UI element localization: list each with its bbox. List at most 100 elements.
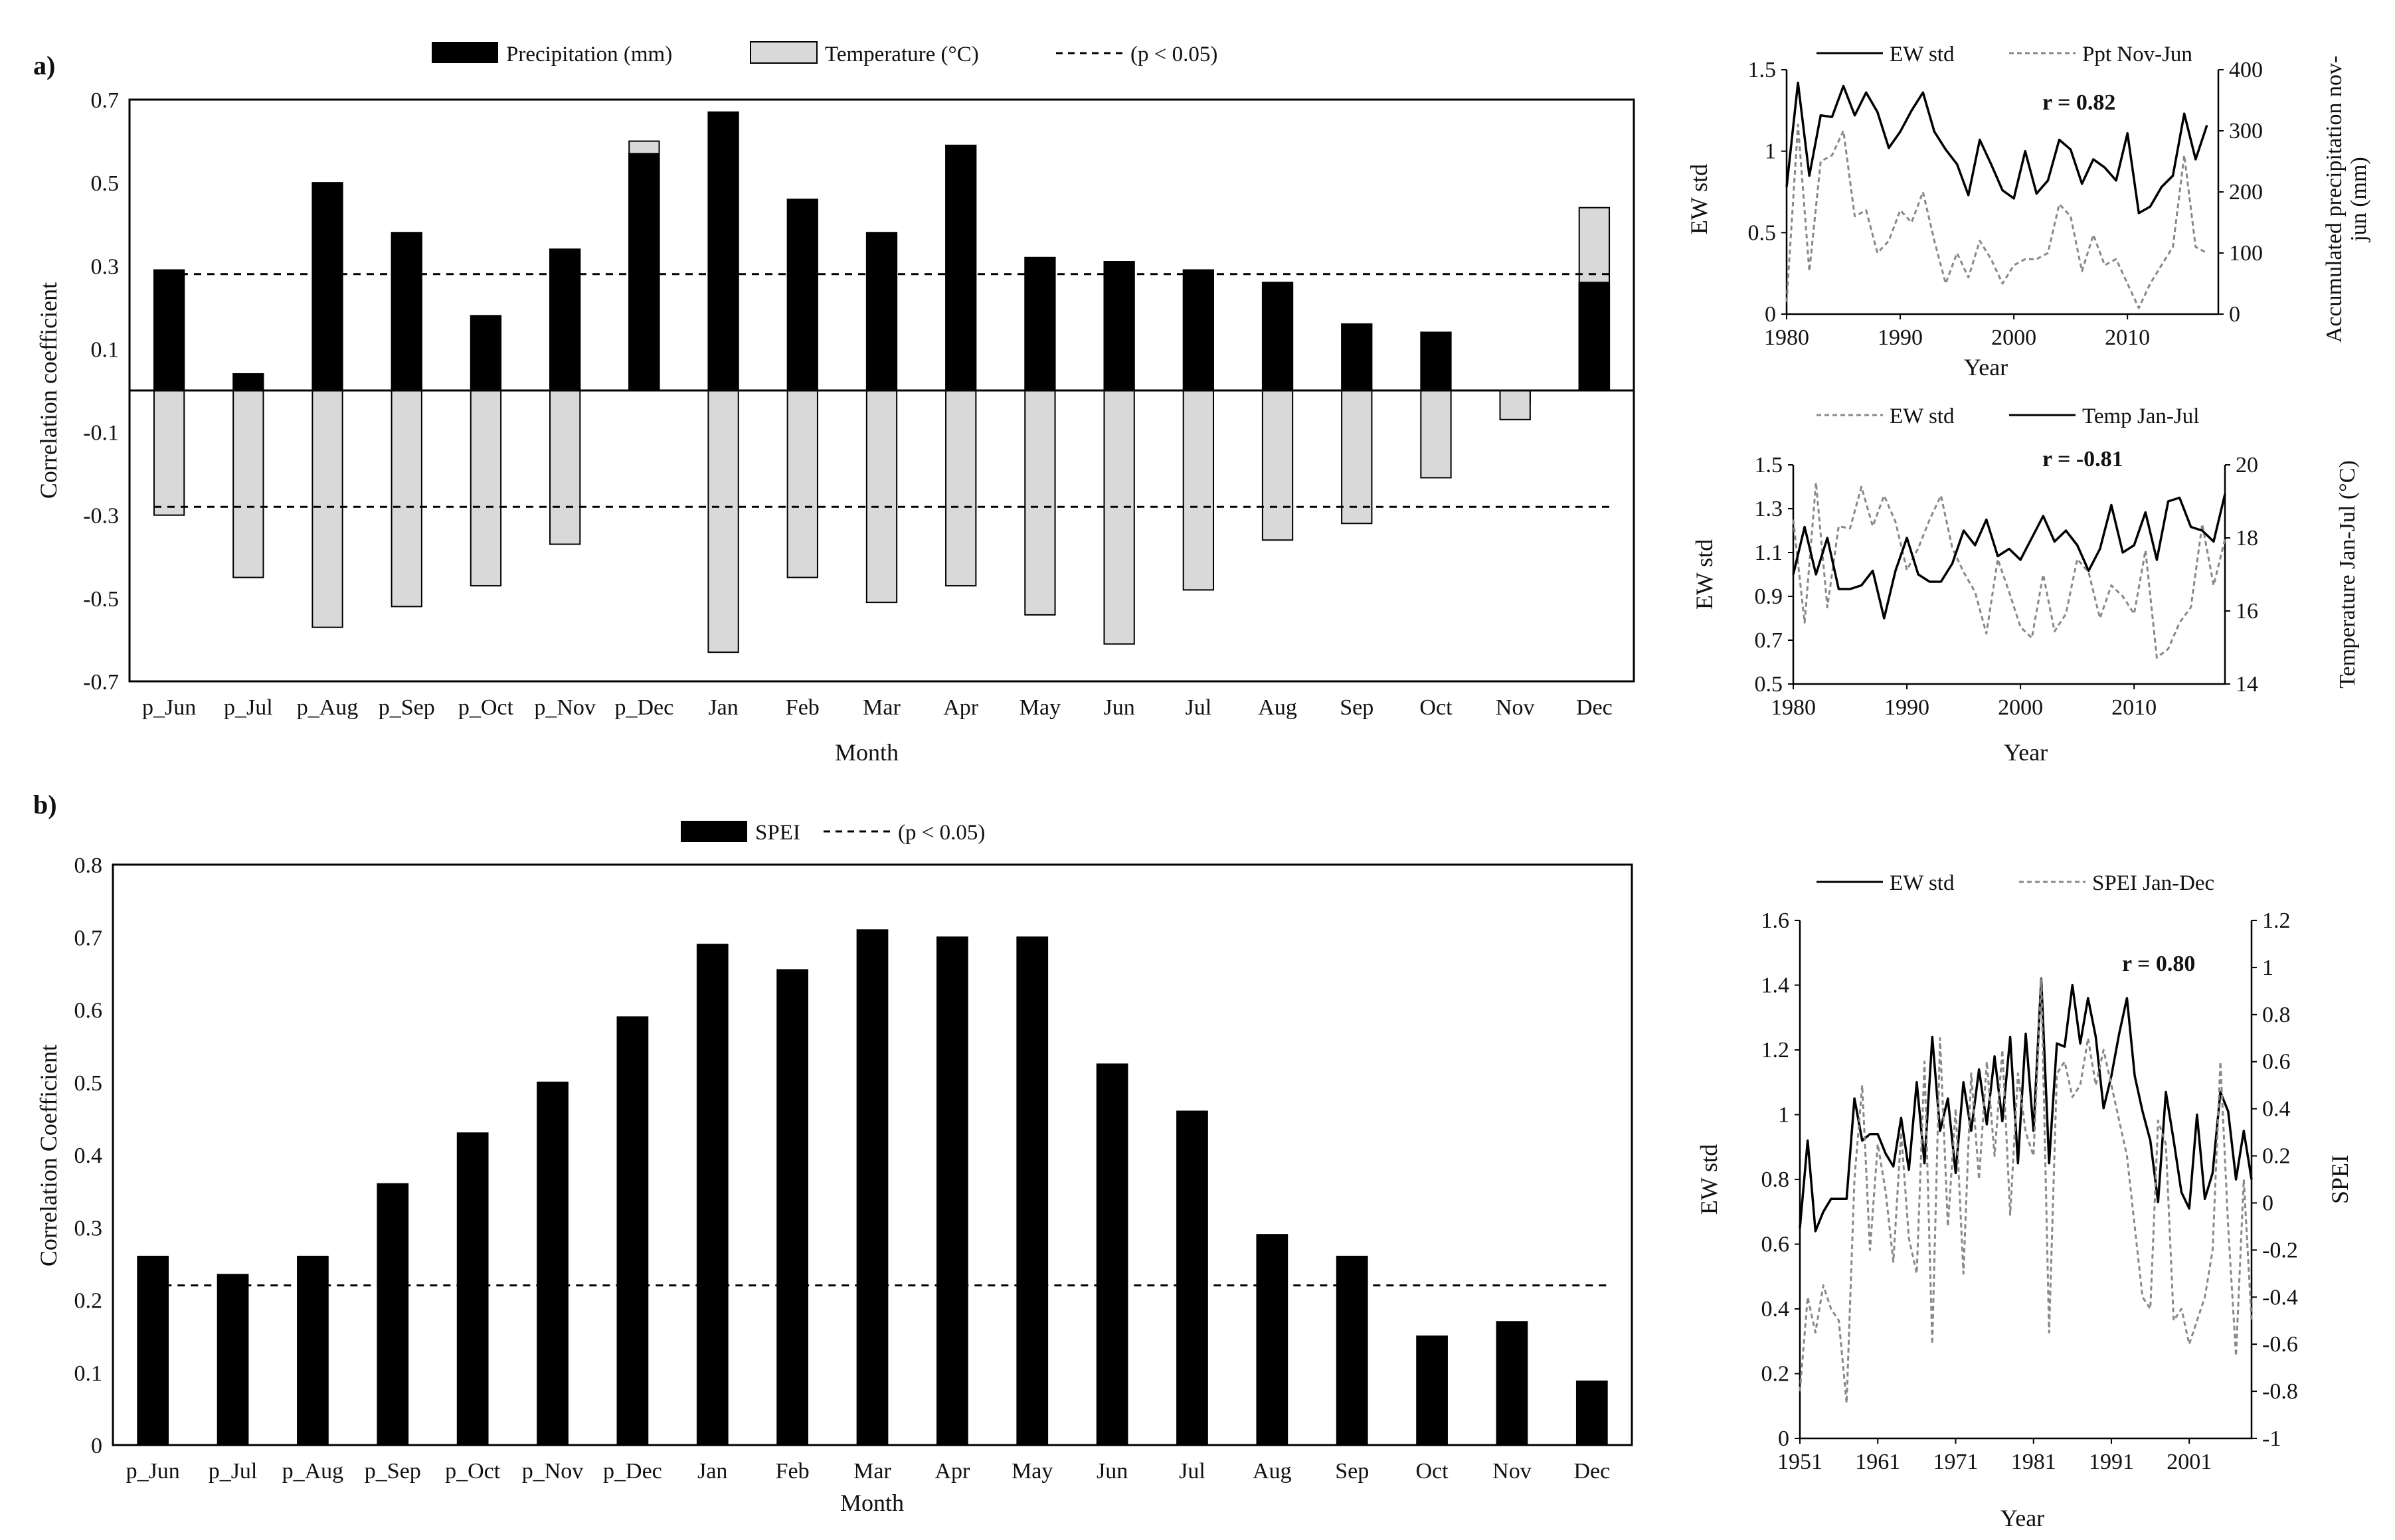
y-right-tick-label: 0.4: [2262, 1097, 2291, 1122]
y-right-tick-label: -1: [2262, 1426, 2281, 1451]
x-tick-label: p_Aug: [297, 695, 359, 720]
x-tick-label: 1990: [1878, 325, 1923, 350]
bar-precipitation-may: [1024, 256, 1056, 391]
bar-temperature-feb: [786, 390, 818, 578]
y-right-tick-label: 200: [2229, 180, 2263, 205]
bar-temperature-p_sep: [391, 390, 422, 608]
x-tick-label: 2001: [2167, 1450, 2212, 1474]
x-tick-label: 2000: [1998, 695, 2043, 720]
x-tick-label: 2000: [1991, 325, 2036, 350]
legend-label-significance-b: (p < 0.05): [898, 821, 985, 845]
bar-precipitation-p_jul: [232, 373, 264, 392]
x-tick-label: Sep: [1340, 695, 1374, 720]
x-tick-label: p_Dec: [614, 695, 673, 720]
chart-a-bottom-ylabel-right: Temperature Jan-Jul (°C): [2335, 460, 2360, 689]
bar-temperature-jul: [1182, 390, 1214, 591]
bar-precipitation-oct: [1420, 331, 1452, 391]
chart-a-top-r-annotation: r = 0.82: [2042, 90, 2115, 115]
x-tick-label: 2010: [2111, 695, 2157, 720]
x-tick-label: Sep: [1335, 1459, 1369, 1484]
x-tick-label: p_Sep: [379, 695, 435, 720]
bar-precipitation-p_nov: [549, 248, 581, 391]
y-tick-label: 0.2: [1761, 1362, 1790, 1387]
x-tick-label: Nov: [1496, 695, 1535, 720]
x-tick-label: p_Jul: [209, 1459, 258, 1484]
chart-a-top-ylabel-right-2: jun (mm): [2347, 157, 2371, 242]
bar-spei-dec: [1575, 1380, 1608, 1446]
bar-overlay-dec: [1578, 282, 1611, 392]
series-line-ew-std: [1792, 481, 2226, 659]
y-tick-label: 0.7: [1755, 628, 1783, 653]
series-line-spei-jan-dec: [1799, 978, 2253, 1405]
x-tick-label: 2010: [2105, 325, 2150, 350]
chart-a-top-xlabel: Year: [1964, 354, 2008, 381]
bar-spei-p_jul: [217, 1274, 249, 1446]
bar-precipitation-p_aug: [311, 182, 343, 391]
bar-precipitation-apr: [945, 144, 977, 391]
chart-a-top: EW std Ppt Nov-Jun 0 0.5 1 1.5 0 100 200 300 400…: [1686, 43, 2371, 381]
y-right-tick-label: 18: [2236, 526, 2258, 551]
y-tick-label: 0.8: [1761, 1167, 1790, 1192]
y-tick-label: -0.3: [83, 504, 119, 529]
chart-a-x-ticks: p_Jun p_Jul p_Aug p_Sep p_Oct p_Nov p_Dec Jan Fe…: [142, 695, 1613, 720]
legend-label-significance: (p < 0.05): [1130, 43, 1217, 66]
x-tick-label: Jul: [1179, 1459, 1205, 1484]
bar-precipitation-jul: [1182, 269, 1214, 391]
y-tick-label: 1.5: [1748, 58, 1777, 82]
y-tick-label: 0: [1778, 1426, 1789, 1451]
bar-spei-p_aug: [297, 1255, 329, 1446]
bar-spei-feb: [776, 969, 809, 1446]
y-right-tick-label: 1.2: [2262, 908, 2291, 933]
y-tick-label: 0: [91, 1434, 102, 1458]
bar-temperature-aug: [1261, 390, 1294, 541]
bar-temperature-nov: [1499, 390, 1531, 420]
x-tick-label: Jul: [1185, 695, 1211, 720]
bar-temperature-jan: [707, 390, 739, 653]
x-tick-label: Oct: [1419, 695, 1453, 720]
y-tick-label: 0.3: [91, 254, 120, 279]
chart-b-main: SPEI (p < 0.05) 0 0.1 0.2 0.3 0.4 0.5 0.6 0.7 0.…: [35, 821, 1633, 1516]
series-line-ew-std: [1799, 978, 2253, 1233]
y-tick-label: 1.4: [1761, 974, 1790, 998]
chart-a-bottom-r-annotation: r = -0.81: [2042, 447, 2123, 471]
x-tick-label: p_Aug: [282, 1459, 344, 1484]
x-tick-label: Apr: [934, 1459, 970, 1484]
bar-temperature-apr: [945, 390, 977, 587]
x-tick-label: p_Jun: [142, 695, 196, 720]
bar-temperature-oct: [1420, 390, 1452, 479]
bar-temperature-p_jun: [153, 390, 185, 516]
legend-label-spei: SPEI: [755, 821, 800, 845]
y-right-tick-label: 400: [2229, 58, 2263, 82]
y-tick-label: 0.5: [1755, 672, 1783, 697]
x-tick-label: Jan: [697, 1459, 727, 1484]
bar-temperature-jun: [1103, 390, 1135, 645]
chart-a-top-ylabel: EW std: [1686, 164, 1712, 234]
series-line-ew-std: [1785, 81, 2208, 214]
y-tick-label: 1.5: [1755, 453, 1783, 477]
x-tick-label: 1981: [2011, 1450, 2056, 1474]
x-tick-label: Aug: [1253, 1459, 1292, 1484]
y-right-tick-label: -0.6: [2262, 1332, 2298, 1357]
chart-b-right-r-annotation: r = 0.80: [2122, 952, 2195, 976]
bar-spei-p_nov: [537, 1081, 569, 1446]
legend-label-ew-std: EW std: [1890, 43, 1955, 66]
chart-a-bottom: EW std Temp Jan-Jul 0.5 0.7 0.9 1.1 1.3 1.5 14…: [1691, 404, 2360, 766]
y-right-tick-label: 100: [2229, 241, 2263, 266]
y-tick-label: -0.5: [83, 587, 119, 612]
legend-swatch-spei: [681, 821, 747, 842]
y-right-tick-label: 20: [2236, 453, 2258, 477]
x-tick-label: Oct: [1416, 1459, 1449, 1484]
x-tick-label: Feb: [786, 695, 820, 720]
bar-spei-oct: [1416, 1335, 1448, 1446]
chart-b-y-ticks: 0 0.1 0.2 0.3 0.4 0.5 0.6 0.7 0.8: [74, 853, 103, 1458]
bar-overlay-p_dec: [628, 153, 660, 391]
x-tick-label: p_Sep: [365, 1459, 421, 1484]
x-tick-label: 1951: [1777, 1450, 1822, 1474]
y-tick-label: 1.2: [1761, 1038, 1790, 1063]
chart-b-bars: [137, 929, 1608, 1446]
series-line-ppt-nov-jun: [1785, 124, 2208, 309]
y-right-tick-label: 16: [2236, 599, 2258, 624]
x-tick-label: Dec: [1573, 1459, 1610, 1484]
x-tick-label: Nov: [1492, 1459, 1532, 1484]
chart-a-legend: Precipitation (mm) Temperature (°C) (p <…: [432, 41, 1217, 66]
